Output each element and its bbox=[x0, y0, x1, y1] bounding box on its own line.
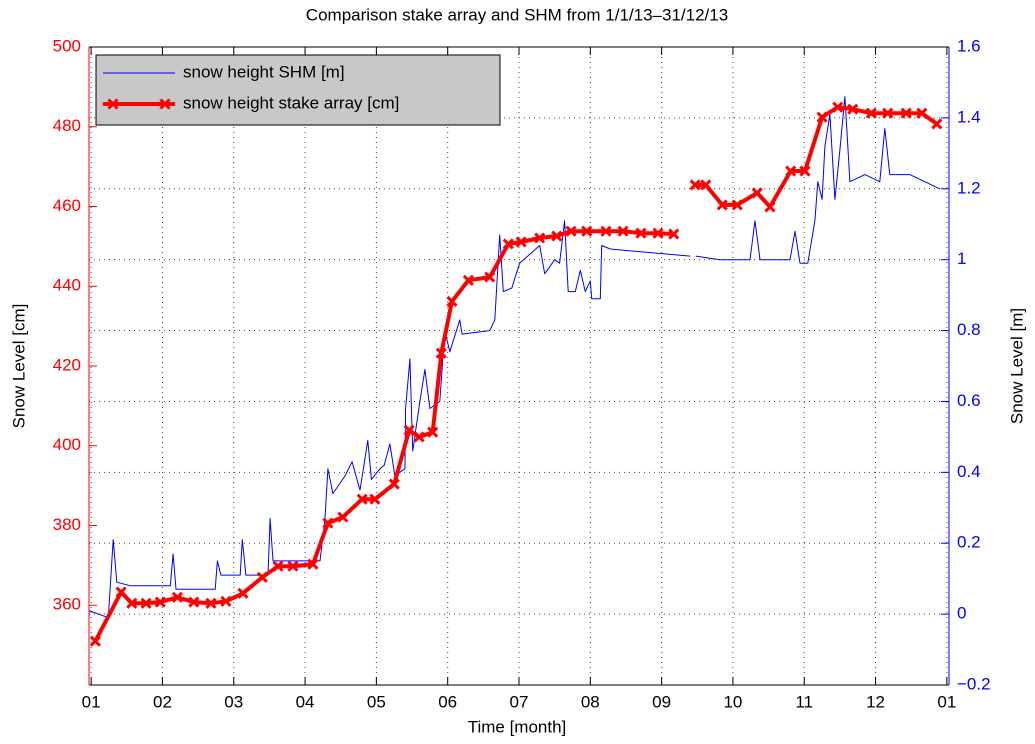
marker bbox=[446, 295, 458, 307]
marker bbox=[256, 571, 268, 583]
marker bbox=[307, 558, 319, 570]
x-tick-label: 09 bbox=[652, 692, 671, 711]
y-tick-label: 440 bbox=[53, 276, 81, 295]
marker bbox=[126, 597, 138, 609]
marker bbox=[689, 179, 701, 191]
y2-tick-label: 0.4 bbox=[957, 462, 981, 481]
marker bbox=[785, 165, 797, 177]
marker bbox=[731, 199, 743, 211]
marker bbox=[600, 225, 612, 237]
marker bbox=[272, 560, 284, 572]
y2-axis-label: Snow Level [m] bbox=[1007, 308, 1026, 424]
x-tick-label: 01 bbox=[937, 692, 956, 711]
x-tick-label: 05 bbox=[367, 692, 386, 711]
marker bbox=[764, 201, 776, 213]
marker bbox=[534, 232, 546, 244]
marker bbox=[435, 347, 447, 359]
marker bbox=[484, 271, 496, 283]
chart-title: Comparison stake array and SHM from 1/1/… bbox=[306, 5, 728, 24]
marker bbox=[115, 586, 127, 598]
y-tick-label: 480 bbox=[53, 116, 81, 135]
marker bbox=[700, 179, 712, 191]
y2-tick-label: 0 bbox=[957, 604, 966, 623]
marker bbox=[388, 478, 400, 490]
x-tick-label: 03 bbox=[224, 692, 243, 711]
marker bbox=[581, 225, 593, 237]
marker bbox=[799, 165, 811, 177]
marker bbox=[900, 107, 912, 119]
y-tick-label: 500 bbox=[53, 36, 81, 55]
marker bbox=[931, 118, 943, 130]
marker bbox=[816, 111, 828, 123]
marker bbox=[322, 517, 334, 529]
legend-marker bbox=[159, 98, 171, 110]
x-axis-label: Time [month] bbox=[468, 717, 567, 736]
marker bbox=[154, 596, 166, 608]
x-tick-label: 02 bbox=[153, 692, 172, 711]
marker bbox=[751, 187, 763, 199]
marker bbox=[188, 596, 200, 608]
legend-marker bbox=[107, 98, 119, 110]
marker bbox=[882, 107, 894, 119]
marker bbox=[462, 274, 474, 286]
marker bbox=[413, 431, 425, 443]
y2-tick-label: 1.2 bbox=[957, 178, 981, 197]
x-tick-label: 11 bbox=[795, 692, 813, 711]
series-line bbox=[88, 96, 940, 619]
marker bbox=[847, 103, 859, 115]
marker bbox=[916, 107, 928, 119]
marker bbox=[337, 511, 349, 523]
y-tick-label: 360 bbox=[53, 595, 81, 614]
x-tick-label: 04 bbox=[296, 692, 315, 711]
y2-tick-label: −0.2 bbox=[957, 674, 991, 693]
marker bbox=[617, 225, 629, 237]
marker bbox=[832, 101, 844, 113]
marker bbox=[635, 227, 647, 239]
marker bbox=[220, 595, 232, 607]
legend-label: snow height SHM [m] bbox=[183, 62, 345, 81]
marker bbox=[652, 227, 664, 239]
x-tick-label: 08 bbox=[581, 692, 600, 711]
y-tick-label: 460 bbox=[53, 196, 81, 215]
legend bbox=[95, 54, 501, 126]
marker bbox=[171, 591, 183, 603]
marker bbox=[565, 225, 577, 237]
y2-tick-label: 1 bbox=[957, 249, 966, 268]
marker bbox=[237, 587, 249, 599]
y2-tick-label: 0.8 bbox=[957, 320, 981, 339]
x-tick-label: 07 bbox=[510, 692, 529, 711]
marker bbox=[668, 228, 680, 240]
y-axis-label: Snow Level [cm] bbox=[9, 304, 28, 429]
x-tick-label: 12 bbox=[866, 692, 885, 711]
marker bbox=[427, 426, 439, 438]
y-tick-label: 400 bbox=[53, 435, 81, 454]
y-tick-label: 380 bbox=[53, 515, 81, 534]
x-tick-label: 06 bbox=[438, 692, 457, 711]
marker bbox=[356, 493, 368, 505]
y2-tick-label: 0.2 bbox=[957, 533, 981, 552]
marker bbox=[865, 107, 877, 119]
marker bbox=[515, 236, 527, 248]
marker bbox=[140, 597, 152, 609]
y2-tick-label: 1.4 bbox=[957, 107, 981, 126]
marker bbox=[551, 230, 563, 242]
x-tick-label: 01 bbox=[82, 692, 101, 711]
y2-tick-label: 1.6 bbox=[957, 36, 981, 55]
y2-tick-label: 0.6 bbox=[957, 391, 981, 410]
marker bbox=[369, 493, 381, 505]
y-tick-label: 420 bbox=[53, 355, 81, 374]
marker bbox=[502, 238, 514, 250]
legend-label: snow height stake array [cm] bbox=[183, 93, 399, 112]
marker bbox=[89, 635, 101, 647]
marker bbox=[716, 199, 728, 211]
marker bbox=[403, 424, 415, 436]
marker bbox=[205, 597, 217, 609]
plot-area bbox=[89, 47, 949, 685]
marker bbox=[287, 560, 299, 572]
x-tick-label: 10 bbox=[723, 692, 742, 711]
